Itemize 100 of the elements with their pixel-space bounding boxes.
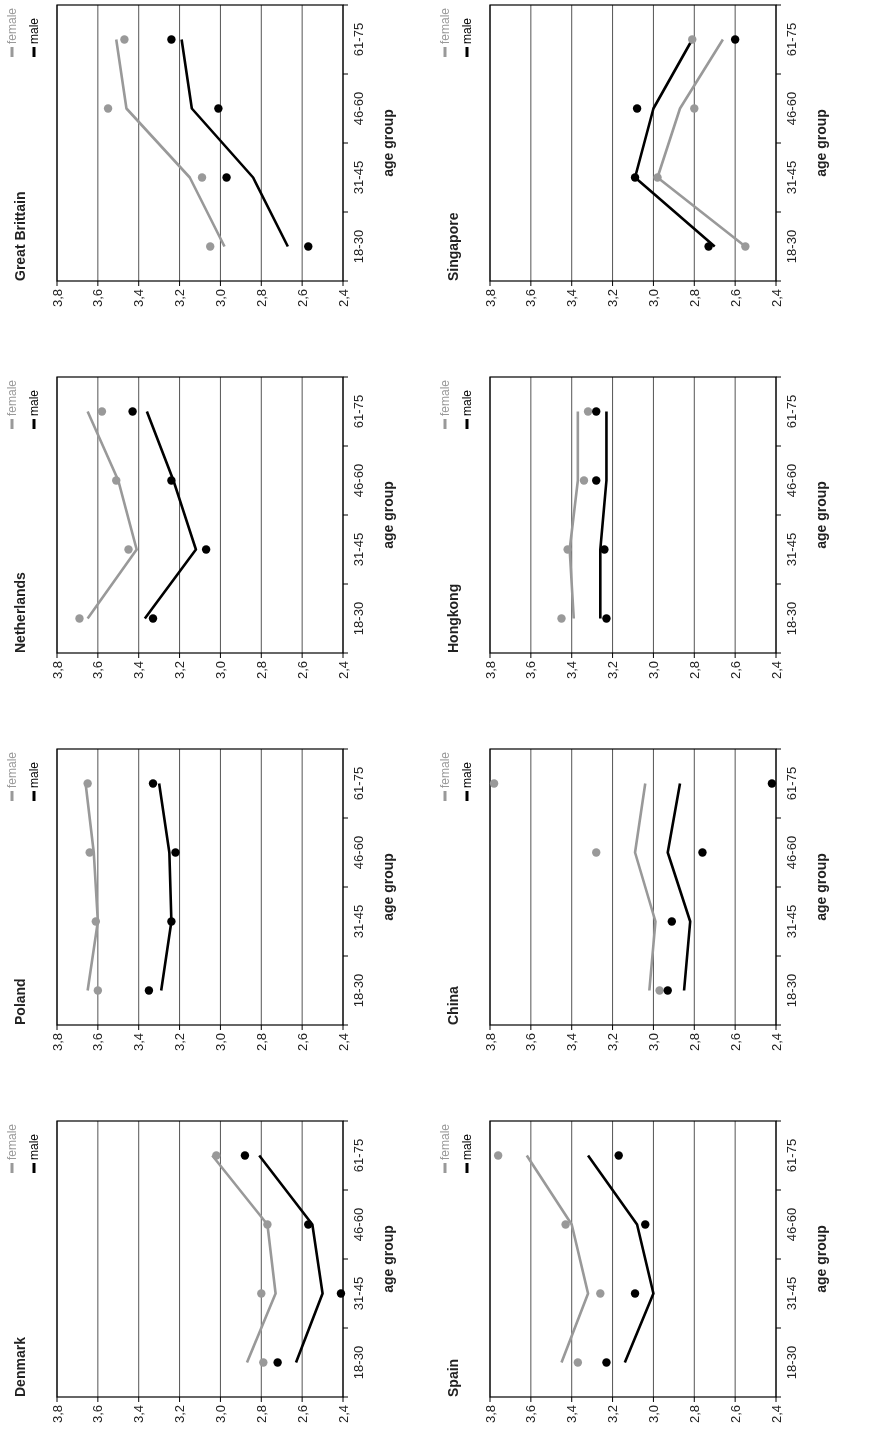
y-tick-label: 31-45 (784, 160, 799, 195)
text: female (438, 379, 453, 416)
x-tick-label: 2,4 (768, 289, 784, 308)
x-tick-label: 2,4 (335, 1405, 351, 1424)
y-tick-label: 18-30 (351, 601, 366, 636)
y-tick-label: 31-45 (351, 532, 366, 567)
x-tick-label: 3,8 (49, 1033, 65, 1052)
point (561, 1220, 570, 1229)
x-tick-label: 3,0 (212, 661, 228, 680)
x-tick-label: 3,6 (523, 1033, 539, 1052)
x-tick-label: 2,8 (686, 289, 702, 308)
point (128, 407, 137, 416)
point (579, 476, 589, 485)
text: Poland (12, 978, 28, 1025)
x-tick-label: 3,0 (212, 1405, 228, 1424)
y-axis-title: age group (813, 853, 829, 921)
y-tick-label: 61-75 (784, 22, 799, 57)
point (663, 986, 672, 995)
point (206, 242, 215, 251)
point (263, 1220, 272, 1229)
x-tick-label: 3,8 (482, 289, 498, 308)
x-tick-label: 3,2 (605, 1405, 621, 1424)
point (704, 242, 713, 251)
y-axis-title: age group (380, 1225, 396, 1293)
text: Great Brittain (12, 191, 28, 281)
x-tick-label: 2,6 (727, 1405, 743, 1424)
point (688, 35, 697, 44)
x-tick-label: 3,8 (482, 1033, 498, 1052)
x-tick-label: 2,6 (294, 661, 310, 680)
x-tick-label: 3,4 (131, 289, 147, 308)
x-tick-label: 3,2 (172, 1033, 188, 1052)
point (630, 173, 640, 182)
point (557, 614, 566, 623)
text: female (438, 7, 453, 44)
point (573, 1358, 583, 1367)
text: female (438, 751, 453, 788)
y-tick-label: 18-30 (351, 229, 366, 264)
point (690, 104, 699, 113)
x-tick-label: 2,4 (335, 661, 351, 680)
text: male (27, 389, 42, 416)
text: Denmark (12, 1336, 28, 1397)
x-tick-label: 3,2 (605, 661, 621, 680)
x-tick-label: 3,2 (172, 1405, 188, 1424)
point (596, 1289, 605, 1298)
point (201, 545, 211, 554)
point (214, 104, 223, 113)
x-tick-label: 3,4 (564, 661, 580, 680)
y-tick-label: 46-60 (784, 835, 799, 870)
x-tick-label: 3,0 (645, 1405, 661, 1424)
y-tick-label: 46-60 (351, 835, 366, 870)
point (167, 476, 176, 485)
y-tick-label: 18-30 (784, 1345, 799, 1380)
point (212, 1151, 221, 1160)
point (641, 1220, 650, 1229)
x-tick-label: 2,8 (686, 1405, 702, 1424)
point (304, 1220, 313, 1229)
y-tick-label: 61-75 (351, 394, 366, 429)
x-tick-label: 2,6 (727, 1033, 743, 1052)
y-tick-label: 46-60 (351, 463, 366, 498)
text: male (460, 761, 475, 788)
point (632, 104, 642, 113)
y-tick-label: 61-75 (784, 394, 799, 429)
point (273, 1358, 282, 1367)
x-tick-label: 2,8 (686, 1033, 702, 1052)
point (240, 1151, 250, 1160)
point (667, 917, 677, 926)
point (600, 545, 609, 554)
point (75, 614, 84, 623)
text: female (5, 1123, 20, 1160)
y-tick-label: 18-30 (351, 973, 366, 1008)
text: female (5, 7, 20, 44)
point (144, 986, 154, 995)
text: China (445, 985, 461, 1025)
x-tick-label: 3,6 (523, 289, 539, 308)
x-tick-label: 2,4 (768, 1033, 784, 1052)
x-tick-label: 3,0 (645, 289, 661, 308)
point (583, 407, 593, 416)
point (767, 779, 777, 788)
x-tick-label: 3,0 (645, 1033, 661, 1052)
point (730, 35, 740, 44)
point (592, 407, 601, 416)
point (85, 848, 94, 857)
x-tick-label: 3,6 (523, 661, 539, 680)
x-tick-label: 3,8 (49, 1405, 65, 1424)
x-tick-label: 3,8 (482, 661, 498, 680)
y-axis-title: age group (813, 109, 829, 177)
x-tick-label: 3,8 (49, 661, 65, 680)
y-tick-label: 46-60 (351, 91, 366, 126)
point (93, 986, 103, 995)
x-tick-label: 3,6 (90, 661, 106, 680)
x-tick-label: 3,2 (172, 661, 188, 680)
y-tick-label: 31-45 (784, 904, 799, 939)
text: male (460, 1133, 475, 1160)
point (563, 545, 572, 554)
point (630, 1289, 640, 1298)
y-tick-label: 18-30 (351, 1345, 366, 1380)
y-tick-label: 31-45 (351, 904, 366, 939)
x-tick-label: 3,4 (564, 289, 580, 308)
x-tick-label: 2,6 (727, 661, 743, 680)
y-tick-label: 18-30 (784, 601, 799, 636)
